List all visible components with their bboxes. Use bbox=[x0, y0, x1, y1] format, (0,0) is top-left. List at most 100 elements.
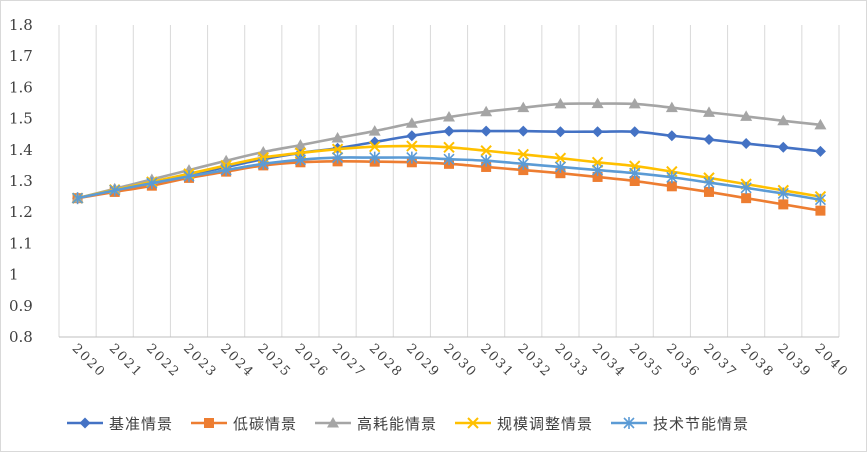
x-tick-label: 2031 bbox=[477, 341, 517, 381]
data-point bbox=[369, 151, 381, 164]
marker-triangle bbox=[405, 117, 418, 128]
data-point bbox=[331, 143, 344, 155]
legend-item: 低碳情景 bbox=[191, 415, 296, 433]
marker-triangle bbox=[327, 417, 339, 428]
data-point bbox=[405, 117, 418, 128]
x-tick-label: 2037 bbox=[700, 341, 740, 381]
data-point bbox=[220, 164, 232, 177]
data-point bbox=[777, 114, 790, 126]
data-point bbox=[628, 97, 641, 109]
data-point bbox=[666, 181, 677, 192]
x-tick-label: 2033 bbox=[552, 341, 592, 381]
data-point bbox=[406, 151, 418, 164]
x-tick-label: 2036 bbox=[663, 341, 703, 381]
marker-x-stroke bbox=[406, 140, 418, 152]
marker-square bbox=[555, 168, 566, 179]
data-point bbox=[629, 167, 641, 180]
data-point bbox=[517, 157, 529, 170]
data-point bbox=[666, 171, 678, 184]
data-point bbox=[554, 160, 566, 173]
marker-square bbox=[778, 199, 789, 210]
data-point bbox=[777, 187, 789, 200]
y-tick-label: 1 bbox=[9, 266, 19, 284]
data-point bbox=[703, 106, 715, 117]
data-point bbox=[629, 126, 641, 138]
data-point bbox=[814, 193, 826, 206]
data-point bbox=[815, 205, 826, 216]
data-point bbox=[778, 199, 789, 210]
x-tick-label: 2030 bbox=[440, 341, 480, 381]
data-point bbox=[294, 153, 306, 166]
data-point bbox=[518, 165, 529, 176]
data-point bbox=[554, 126, 566, 138]
legend-marker bbox=[79, 417, 91, 429]
data-point bbox=[814, 118, 827, 130]
marker-diamond bbox=[740, 138, 752, 150]
data-point bbox=[777, 141, 789, 153]
legend-item: 基准情景 bbox=[67, 415, 173, 433]
marker-triangle bbox=[517, 101, 530, 113]
y-tick-label: 1.8 bbox=[9, 16, 33, 34]
marker-square bbox=[204, 418, 214, 428]
marker-diamond bbox=[703, 134, 715, 146]
y-tick-label: 1.2 bbox=[9, 203, 33, 221]
marker-x-stroke bbox=[480, 145, 492, 157]
legend-marker bbox=[327, 417, 339, 428]
marker-triangle bbox=[591, 97, 604, 109]
data-point bbox=[480, 145, 492, 157]
data-point bbox=[555, 168, 566, 179]
x-tick-label: 2038 bbox=[737, 341, 777, 381]
marker-diamond bbox=[79, 417, 91, 429]
data-point bbox=[443, 141, 455, 154]
marker-x-stroke bbox=[517, 148, 529, 161]
marker-square bbox=[704, 186, 714, 197]
data-point bbox=[443, 125, 455, 137]
legend-item: 技术节能情景 bbox=[611, 415, 748, 433]
legend-label: 高耗能情景 bbox=[357, 415, 437, 433]
data-point bbox=[554, 97, 567, 109]
x-tick-label: 2028 bbox=[366, 341, 406, 381]
data-point bbox=[592, 126, 604, 138]
data-point bbox=[332, 151, 344, 164]
legend-label: 基准情景 bbox=[109, 415, 173, 433]
marker-triangle bbox=[628, 97, 641, 109]
marker-triangle bbox=[554, 97, 567, 109]
y-tick-label: 0.8 bbox=[9, 328, 33, 346]
marker-square bbox=[666, 181, 677, 192]
data-point bbox=[629, 176, 640, 186]
marker-triangle bbox=[480, 105, 493, 117]
marker-triangle bbox=[740, 110, 753, 121]
marker-diamond bbox=[480, 125, 492, 137]
series-group bbox=[71, 97, 827, 216]
data-point bbox=[814, 145, 826, 157]
data-point bbox=[443, 153, 455, 166]
legend-marker bbox=[467, 417, 479, 429]
x-tick-label: 2029 bbox=[403, 341, 443, 381]
data-point bbox=[703, 176, 715, 189]
legend-marker bbox=[204, 418, 214, 428]
data-point bbox=[665, 101, 678, 113]
y-tick-label: 1.4 bbox=[9, 141, 33, 159]
data-point bbox=[741, 193, 752, 204]
marker-triangle bbox=[443, 111, 455, 122]
marker-x-stroke bbox=[443, 141, 455, 154]
data-point bbox=[480, 125, 492, 137]
marker-diamond bbox=[666, 130, 678, 142]
data-point bbox=[592, 164, 604, 177]
data-point bbox=[406, 140, 418, 152]
legend-marker bbox=[623, 417, 635, 429]
y-tick-label: 1.7 bbox=[9, 47, 33, 65]
x-tick-label: 2022 bbox=[143, 341, 183, 381]
y-axis: 0.8 0.9 1 1.1 1.2 1.3 1.4 1.5 1.6 1.7 1.8 bbox=[9, 16, 33, 346]
marker-square bbox=[741, 193, 752, 204]
marker-x-stroke bbox=[467, 417, 479, 429]
data-point bbox=[480, 105, 493, 117]
x-tick-label: 2040 bbox=[812, 341, 852, 381]
x-tick-label: 2026 bbox=[292, 341, 332, 381]
marker-triangle bbox=[703, 106, 715, 117]
data-point bbox=[331, 131, 344, 143]
legend-item: 高耗能情景 bbox=[315, 415, 437, 433]
data-point bbox=[704, 186, 714, 197]
